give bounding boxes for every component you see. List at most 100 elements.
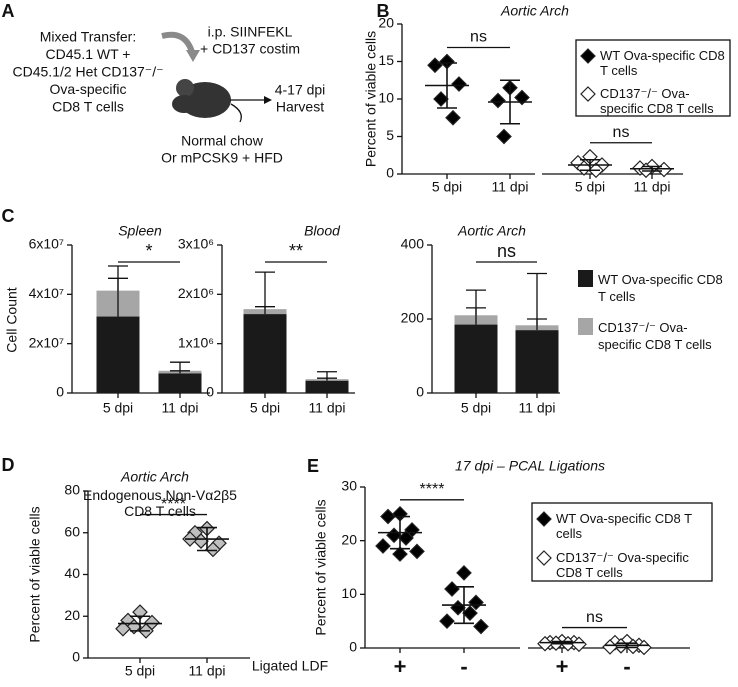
data-point: [444, 581, 460, 597]
panel-label: B: [377, 1, 390, 21]
data-point: [537, 635, 553, 652]
y-tick-label: 0: [206, 384, 214, 400]
y-axis-label: Percent of viable cells: [27, 506, 43, 642]
mouse-head: [172, 95, 196, 113]
y-tick-label: 0: [386, 165, 394, 181]
y-tick-label: 400: [401, 236, 425, 252]
legend-swatch: [578, 270, 593, 287]
bar-segment: [243, 314, 287, 393]
y-tick-label: 30: [341, 478, 357, 494]
x-tick-label: 11 dpi: [308, 400, 345, 416]
x-tick-label: 5 dpi: [103, 400, 133, 416]
mouse-tail: [230, 103, 242, 123]
x-tick-label: 11 dpi: [633, 179, 670, 195]
injection-arrow: [161, 31, 195, 54]
legend-marker: [580, 48, 596, 64]
y-tick-label: 15: [378, 52, 394, 68]
data-point: [514, 89, 530, 106]
data-point: [490, 92, 506, 109]
panel-label: C: [2, 206, 15, 226]
x-tick-label: -: [623, 654, 630, 679]
x-tick-label: +: [556, 654, 569, 679]
chart-title: Blood: [304, 223, 341, 239]
y-tick-label: 0: [416, 384, 424, 400]
x-tick-label: +: [394, 654, 407, 679]
legend-label: CD137⁻/⁻ Ova-specific CD8 T cells: [556, 550, 689, 580]
y-axis-label: Percent of viable cells: [313, 499, 329, 635]
x-tick-label: 11 dpi: [161, 400, 198, 416]
y-tick-label: 0: [349, 639, 357, 655]
data-point: [392, 546, 408, 562]
legend-marker: [536, 550, 552, 566]
chart-title: Aortic Arch: [500, 3, 569, 19]
y-tick-label: 6x10⁷: [29, 236, 64, 252]
diagram-text: CD8 T cells: [52, 99, 124, 115]
significance-label: *: [145, 241, 152, 261]
x-tick-label: 11 dpi: [491, 179, 528, 195]
x-tick-label: 11 dpi: [188, 663, 225, 679]
panel-label: A: [2, 1, 15, 21]
panel-label: D: [2, 455, 15, 475]
y-tick-label: 5: [386, 127, 394, 143]
legend-box: [531, 502, 713, 582]
bar-segment: [454, 324, 498, 393]
chart-title: Aortic Arch: [457, 223, 526, 239]
data-point: [496, 128, 512, 145]
diagram-text: + CD137 costim: [200, 41, 300, 57]
y-tick-label: 60: [64, 523, 80, 539]
data-point: [380, 508, 396, 525]
mouse-ear: [176, 79, 194, 97]
chart-subtitle: Endogenous Non-Vα2β5 CD8 T cells: [83, 487, 237, 519]
data-point: [115, 620, 131, 637]
y-tick-label: 2x10⁷: [29, 334, 64, 350]
legend-label: WT Ova-specific CD8 T cells: [600, 48, 725, 78]
chart-title: Spleen: [118, 223, 162, 239]
diagram-text: 4-17 dpi: [275, 82, 326, 98]
data-point: [468, 594, 484, 611]
data-point: [427, 57, 443, 74]
significance-label: ns: [586, 609, 603, 626]
y-tick-label: 200: [401, 310, 425, 326]
significance-label: ns: [470, 29, 487, 46]
x-tick-label: 5 dpi: [432, 179, 462, 195]
chart-title: Aortic Arch: [120, 469, 189, 485]
y-tick-label: 10: [378, 90, 394, 106]
significance-label: **: [289, 241, 303, 261]
data-point: [445, 109, 461, 126]
y-tick-label: 1x10⁶: [178, 334, 214, 350]
data-point: [456, 565, 472, 581]
legend-marker: [580, 86, 596, 102]
x-tick-label: 5 dpi: [125, 663, 155, 679]
data-point: [386, 527, 402, 544]
data-point: [375, 538, 391, 554]
bar-segment: [96, 316, 140, 393]
diagram-text: CD45.1 WT +: [46, 46, 131, 62]
significance-label: ns: [497, 241, 516, 261]
harvest-arrowhead: [264, 96, 272, 104]
data-point: [205, 541, 221, 558]
diagram-text: Ova-specific: [49, 81, 126, 97]
data-point: [398, 530, 414, 546]
bar-segment: [515, 330, 559, 393]
y-tick-label: 20: [341, 531, 357, 547]
diagram-text: Mixed Transfer:: [40, 29, 136, 45]
legend-swatch: [578, 318, 593, 335]
y-tick-label: 10: [341, 585, 357, 601]
y-tick-label: 2x10⁶: [178, 285, 214, 301]
legend-box: [575, 39, 731, 117]
diagram-text: Or mPCSK9 + HFD: [161, 150, 283, 166]
legend-label: CD137⁻/⁻ Ova-specific CD8 T cells: [598, 320, 712, 352]
legend-label: CD137⁻/⁻ Ova-specific CD8 T cells: [600, 86, 714, 116]
chart-title: 17 dpi – PCAL Ligations: [455, 458, 605, 474]
significance-label: ****: [161, 496, 186, 513]
y-tick-label: 4x10⁷: [29, 285, 64, 301]
y-tick-label: 40: [64, 565, 80, 581]
x-tick-label: 5 dpi: [575, 179, 605, 195]
diagram-text: Harvest: [276, 99, 324, 115]
y-tick-label: 80: [64, 482, 80, 498]
x-tick-label: -: [460, 654, 467, 679]
y-tick-label: 20: [64, 607, 80, 623]
y-axis-label: Percent of viable cells: [363, 31, 379, 167]
